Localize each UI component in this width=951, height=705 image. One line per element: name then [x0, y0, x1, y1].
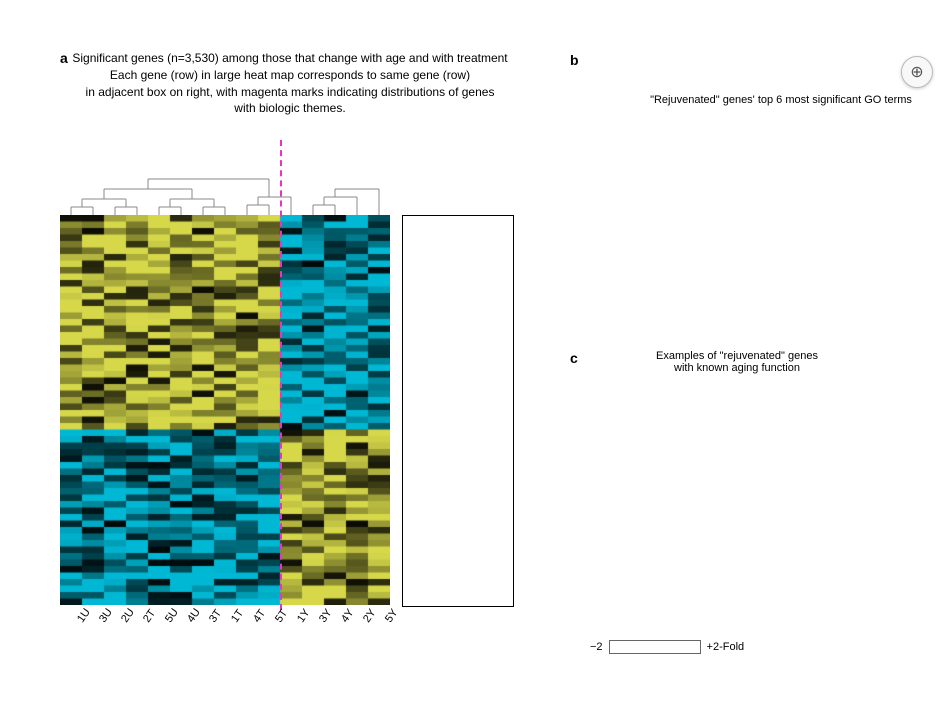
zoom-icon[interactable]: ⊕	[901, 56, 933, 88]
heatmap-a-col-label: 3U	[97, 606, 115, 624]
annotation-tracks	[402, 215, 514, 607]
colorbar-low-label: −2	[590, 641, 603, 653]
panel-b-title: "Rejuvenated" genes' top 6 most signific…	[636, 94, 926, 106]
heatmap-a-col-label: 5Y	[383, 607, 401, 625]
heatmap-a-col-label: 2T	[141, 607, 158, 624]
heatmap-a-col-label: 4Y	[339, 607, 357, 625]
caption-line: with biologic themes.	[70, 100, 510, 117]
figure-root: ⊕ a Significant genes (n=3,530) among th…	[0, 0, 951, 705]
panel-b-label: b	[570, 52, 579, 68]
heatmap-a-xlabels: 1U3U2U2T5U4U3T1T4T5T1Y3Y4Y2Y5Y	[60, 612, 390, 662]
caption-line: Significant genes (n=3,530) among those …	[70, 50, 510, 67]
heatmap-c	[590, 388, 845, 592]
heatmap-divider	[280, 140, 282, 610]
caption-line: in adjacent box on right, with magenta m…	[70, 84, 510, 101]
heatmap-a-col-label: 4T	[251, 607, 268, 624]
annotation-footers	[402, 612, 532, 672]
heatmap-a-col-label: 1T	[229, 607, 246, 624]
heatmap-a-col-label: 5U	[163, 606, 181, 624]
caption-line: Each gene (row) in large heat map corres…	[70, 67, 510, 84]
heatmap-a-col-label: 5T	[273, 607, 290, 624]
heatmap-a-col-label: 1U	[75, 606, 93, 624]
heatmap-a-col-label: 1Y	[295, 607, 313, 625]
panel-a-caption: Significant genes (n=3,530) among those …	[70, 50, 510, 117]
heatmap-a-col-label: 4U	[185, 606, 203, 624]
heatmap-a-col-label: 2U	[119, 606, 137, 624]
annotation-headers	[402, 135, 512, 215]
heatmap-a-col-label: 2Y	[361, 607, 379, 625]
heatmap-c-xlabels	[590, 598, 845, 638]
annotation-canvas	[403, 216, 513, 606]
panel-c-label: c	[570, 350, 578, 366]
colorbar-high-label: +2-Fold	[707, 641, 745, 653]
zoom-glyph: ⊕	[910, 62, 923, 82]
heatmap-a-col-label: 3T	[207, 607, 224, 624]
colorbar-c: −2 +2-Fold	[590, 640, 744, 654]
heatmap-a-col-label: 3Y	[317, 607, 335, 625]
colorbar-canvas	[609, 640, 701, 654]
heatmap-a	[60, 215, 390, 605]
dendrogram	[60, 155, 390, 215]
panel-c-title: Examples of "rejuvenated" genes with kno…	[612, 350, 862, 374]
panel-a-label: a	[60, 50, 68, 66]
